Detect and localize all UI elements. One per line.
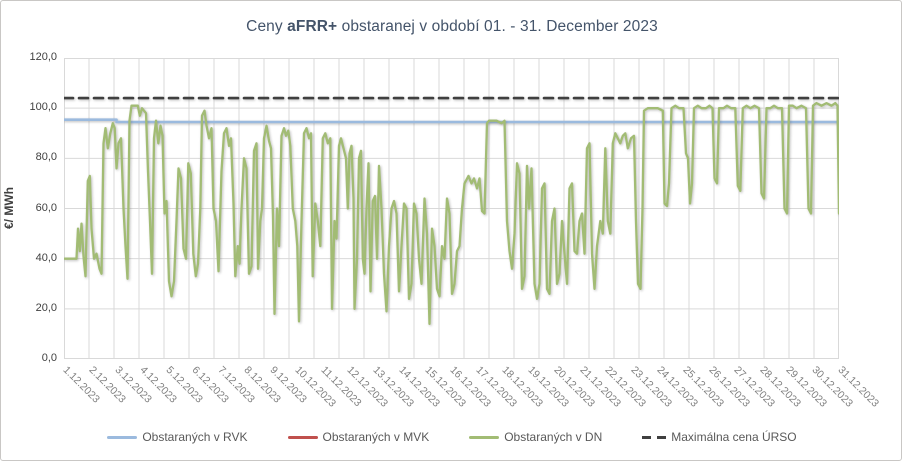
chart-title: Ceny aFRR+ obstaranej v období 01. - 31.… [1, 18, 902, 36]
y-tick-label: 120,0 [29, 51, 57, 63]
legend-urso-max-line-icon [642, 435, 667, 439]
dn-series-line[interactable] [64, 101, 840, 326]
rvk-series-line[interactable] [64, 118, 839, 124]
y-tick-label: 20,0 [35, 301, 57, 314]
y-tick-label: 80,0 [35, 151, 57, 164]
y-tick-label: 60,0 [35, 201, 57, 214]
plot-area[interactable] [64, 58, 839, 359]
legend-label: Maximálna cena ÚRSO [671, 430, 797, 444]
y-tick-label: 40,0 [35, 251, 57, 264]
legend-label: Obstaraných v MVK [322, 430, 430, 444]
legend-item-rvk[interactable]: Obstaraných v RVK [107, 430, 248, 444]
chart-title-suffix: obstaranej v období 01. - 31. December 2… [337, 18, 658, 35]
legend-item-urso-max[interactable]: Maximálna cena ÚRSO [642, 430, 797, 444]
legend-item-mvk[interactable]: Obstaraných v MVK [287, 430, 430, 444]
legend-item-dn[interactable]: Obstaraných v DN [469, 430, 602, 444]
y-tick-label: 100,0 [29, 101, 57, 114]
y-tick-label: 0,0 [41, 352, 57, 364]
chart-title-bold: aFRR+ [287, 18, 338, 35]
chart-legend: Obstaraných v RVK Obstaraných v MVK Obstar… [1, 430, 902, 444]
legend-mvk-line-icon [287, 435, 318, 439]
gridlines [64, 58, 839, 359]
legend-rvk-line-icon [107, 435, 138, 439]
legend-label: Obstaraných v DN [504, 430, 603, 444]
legend-dn-line-icon [469, 435, 500, 439]
chart-title-prefix: Ceny [246, 18, 288, 35]
legend-label: Obstaraných v RVK [142, 430, 248, 444]
